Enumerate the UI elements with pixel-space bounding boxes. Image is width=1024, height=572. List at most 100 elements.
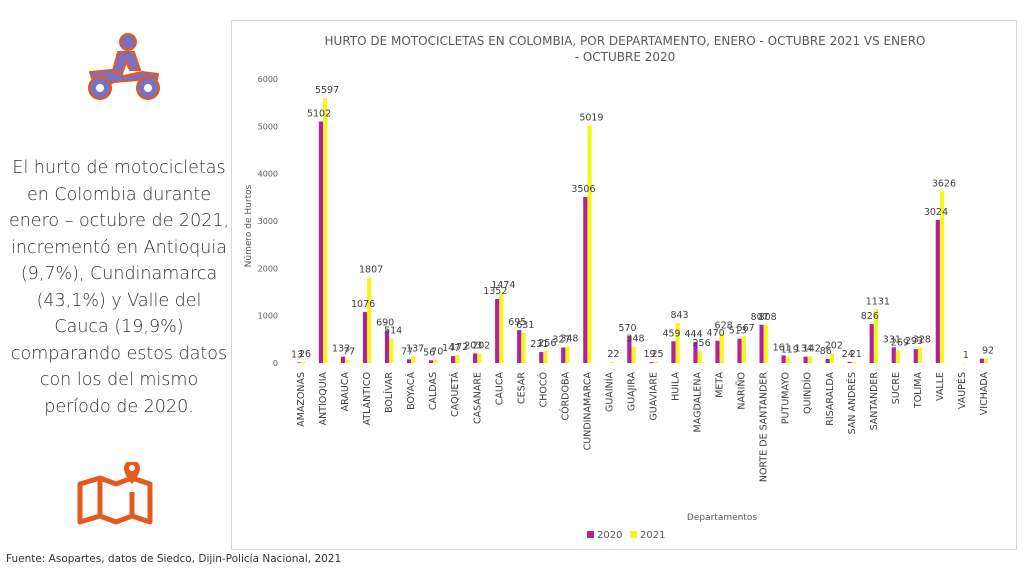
x-tick-label: VICHADA [979,372,990,416]
data-label-2021: 1 [963,350,969,361]
data-label-2021: 77 [343,346,355,357]
data-label-2020: 147 [442,343,460,354]
bar-2020 [825,358,830,363]
bar-2020 [362,312,368,363]
data-label-2021: 119 [781,344,799,355]
bar-2020 [759,324,764,363]
bar-2020 [649,362,654,363]
data-label-2021: 631 [516,320,534,331]
data-label-2021: 628 [715,320,733,331]
data-label-2021: 70 [431,347,443,358]
data-label-2021: 5597 [315,85,339,96]
bar-2021 [983,358,989,363]
bar-2020 [539,352,544,363]
data-label-2021: 21 [850,349,862,360]
x-tick-label: MAGDALENA [693,371,704,432]
data-label-2021: 348 [626,334,644,345]
data-label-2020: 331 [883,334,901,345]
x-tick-label: QUINDÍO [802,372,814,414]
legend-swatch-2021 [630,531,637,538]
bar-2020 [296,362,302,363]
bar-2021 [367,277,372,363]
data-label-2021: 1131 [866,296,890,307]
bar-2021 [609,361,614,363]
bar-2020 [473,353,478,363]
data-label-2021: 514 [384,326,402,337]
y-tick-label: 6000 [258,75,278,84]
bar-2020 [671,341,676,363]
chart-svg: HURTO DE MOTOCICLETAS EN COLOMBIA, POR D… [244,34,994,541]
bar-2021 [301,361,306,363]
data-label-2020: 3506 [571,184,595,195]
bar-2021 [961,362,967,364]
bar-2020 [517,330,522,363]
bar-2020 [979,358,984,363]
x-tick-label: ARAUCA [340,372,351,412]
x-tick-label: GUAINÍA [603,372,615,413]
legend-label-2020: 2020 [597,530,622,541]
data-label-2021: 1474 [491,280,515,291]
chart-title-line2: - OCTUBRE 2020 [575,50,676,64]
x-tick-label: SAN ANDRÉS [846,372,858,434]
x-tick-label: CALDAS [428,372,439,410]
x-tick-label: RISARALDA [825,372,836,426]
bar-2021 [807,356,812,363]
y-tick-label: 1000 [258,312,278,321]
x-tick-label: CAUCA [494,372,505,406]
data-label-2020: 459 [662,328,680,339]
bar-2021 [543,350,548,363]
data-label-2020: 56 [423,347,435,358]
data-label-2021: 202 [472,340,490,351]
bar-2021 [587,125,592,364]
bar-2021 [719,333,724,363]
x-tick-label: ANTIOQUIA [318,372,329,426]
x-tick-label: HUILA [671,372,682,401]
x-tick-label: PUTUMAYO [781,372,792,424]
x-tick-label: CASANARE [472,372,483,424]
data-label-2020: 293 [905,336,923,347]
bar-2020 [803,356,808,363]
x-tick-label: CAQUETÁ [449,372,461,417]
y-axis-title: Número de Hurtos [244,184,254,267]
bar-2021 [917,347,923,363]
bar-2020 [693,341,698,363]
x-tick-label: GUAJIRA [626,372,637,412]
bar-2020 [715,340,720,363]
data-label-2020: 513 [729,326,747,337]
bar-2021 [763,324,768,363]
data-label-2021: 172 [450,342,468,353]
data-label-2020: 203 [464,340,482,351]
data-label-2020: 77 [401,346,413,357]
bar-2021 [675,323,680,363]
data-label-2021: 26 [299,349,311,360]
x-tick-label: VAUPÉS [956,372,968,409]
data-label-2020: 570 [618,323,636,334]
data-label-2020: 133 [332,344,350,355]
x-tick-label: ATLÁNTICO [361,372,373,425]
bar-2021 [565,346,570,363]
bar-2020 [583,197,588,363]
bar-2021 [521,333,526,363]
data-label-2021: 269 [891,337,909,348]
bar-2021 [323,98,328,364]
bar-2021 [829,353,834,363]
data-label-2020: 444 [685,329,703,340]
data-label-2021: 3626 [932,178,956,189]
x-tick-label: META [715,372,726,398]
data-label-2020: 86 [820,346,832,357]
legend-label-2021: 2021 [640,530,665,541]
bar-2021 [785,357,790,363]
bar-2021 [411,356,416,363]
bar-2021 [873,309,879,363]
data-label-2021: 256 [538,338,556,349]
data-label-2020: 134 [795,344,813,355]
bar-2020 [891,347,896,363]
bar-2021 [697,350,702,363]
bar-2021 [389,338,394,363]
y-tick-label: 0 [273,359,278,368]
bar-2021 [653,361,658,363]
bar-2020 [318,121,324,363]
bar-2020 [737,338,742,363]
x-tick-label: BOLÍVAR [383,372,395,413]
data-label-2020: 1076 [351,299,375,310]
